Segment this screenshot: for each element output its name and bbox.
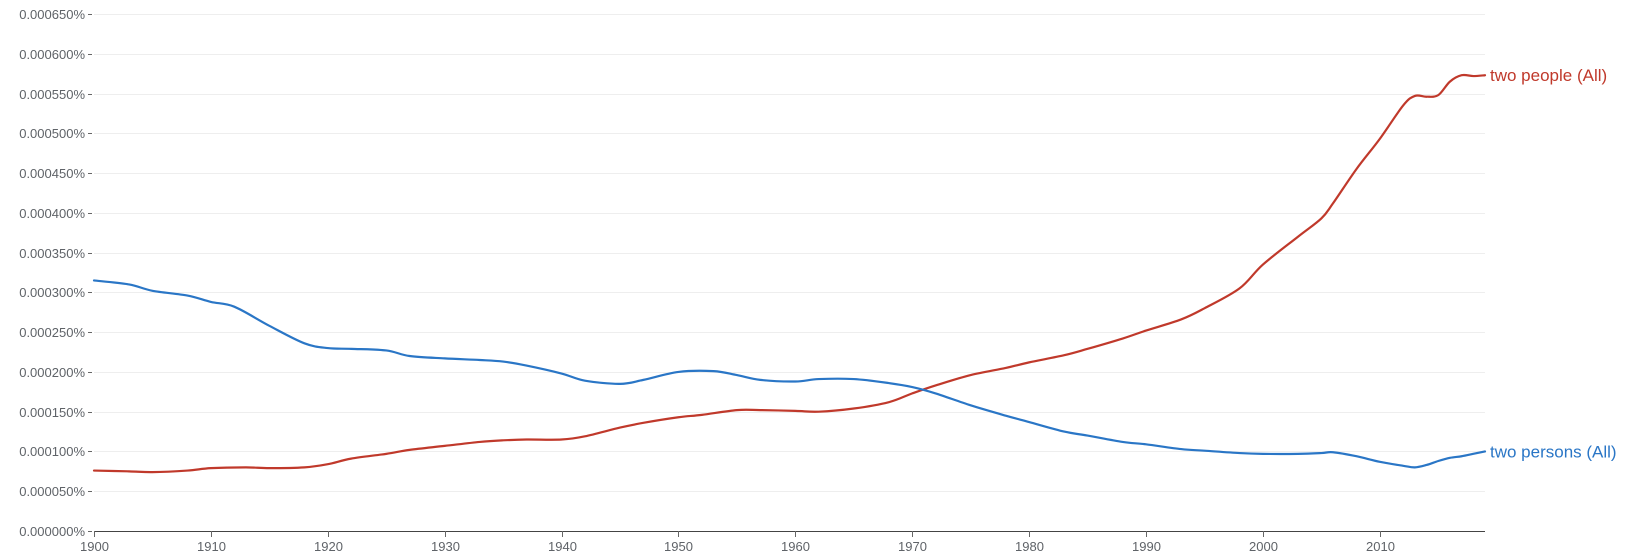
x-tick-label: 1910 [197,539,226,554]
x-tick-label: 1950 [664,539,693,554]
series-label-two-people-all[interactable]: two people (All) [1490,66,1607,85]
y-tick-label: 0.000250% [19,325,85,340]
series-layer [92,73,1487,474]
x-tick-label: 1900 [80,539,109,554]
x-tick-label: 1930 [431,539,460,554]
x-tick-label: 1940 [548,539,577,554]
x-tick-label: 2000 [1249,539,1278,554]
y-tick-label: 0.000200% [19,365,85,380]
x-tick-label: 1960 [781,539,810,554]
y-tick-label: 0.000550% [19,87,85,102]
y-tick-label: 0.000150% [19,405,85,420]
y-tick-label: 0.000000% [19,524,85,539]
series-label-two-persons-all[interactable]: two persons (All) [1490,442,1617,461]
y-tick-label: 0.000050% [19,484,85,499]
y-tick-label: 0.000650% [19,7,85,22]
x-tick-label: 1920 [314,539,343,554]
y-tick-label: 0.000500% [19,126,85,141]
y-tick-label: 0.000450% [19,166,85,181]
x-tick-label: 1970 [898,539,927,554]
axis-layer: 0.000000% 0.000050% 0.000100% 0.000150% 0.00… [19,7,1485,554]
series-line-two-persons-all[interactable] [92,279,1487,469]
y-tick-label: 0.000100% [19,444,85,459]
x-tick-label: 2010 [1366,539,1395,554]
label-layer: two people (All) two persons (All) [1490,66,1617,461]
y-tick-label: 0.000350% [19,246,85,261]
series-line-two-people-all[interactable] [92,73,1487,474]
x-tick-label: 1990 [1132,539,1161,554]
y-tick-label: 0.000400% [19,206,85,221]
y-tick-label: 0.000300% [19,285,85,300]
x-tick-label: 1980 [1015,539,1044,554]
y-tick-label: 0.000600% [19,47,85,62]
grid-layer [94,14,1485,492]
